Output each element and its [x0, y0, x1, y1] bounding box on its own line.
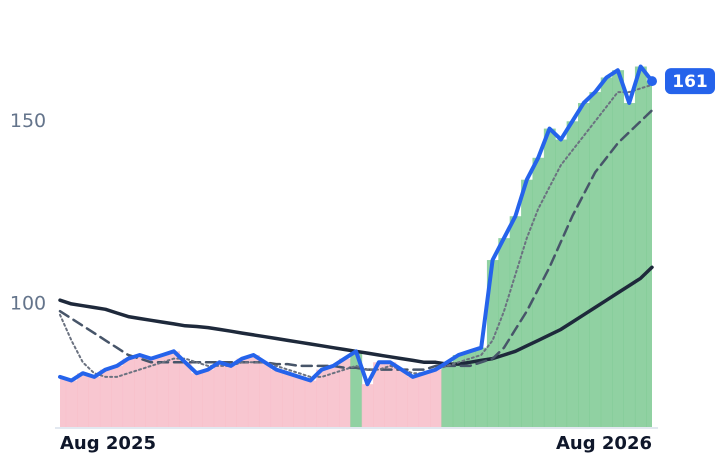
regime-bar: [395, 369, 408, 428]
regime-bar: [612, 70, 625, 428]
line-series: [58, 109, 654, 371]
regime-bar: [247, 354, 260, 428]
regime-bar: [270, 369, 283, 428]
regime-bar: [407, 376, 420, 428]
regime-bar: [60, 376, 67, 428]
regime-bar: [566, 121, 579, 428]
regime-bar: [623, 103, 636, 428]
regime-bar: [338, 358, 351, 428]
regime-bar: [475, 347, 488, 428]
regime-bar: [134, 354, 146, 428]
regime-bar: [498, 238, 511, 428]
y-tick-label: 150: [10, 110, 46, 132]
last-point: [647, 76, 657, 87]
regime-bar: [316, 369, 329, 428]
regime-bar: [304, 380, 317, 428]
last-value-badge: [665, 68, 715, 95]
regime-bar: [111, 365, 124, 428]
regime-bar: [464, 351, 477, 428]
regime-bar: [259, 362, 272, 428]
line-series: [58, 64, 654, 387]
regime-bar: [168, 351, 181, 428]
regime-bar: [361, 384, 374, 428]
regime-bar: [327, 365, 340, 428]
regime-bar: [532, 157, 545, 428]
regime-bar: [236, 358, 249, 428]
regime-bar: [190, 373, 203, 428]
line-series: [59, 83, 653, 378]
regime-bar: [99, 369, 112, 428]
regime-bar: [521, 179, 533, 428]
regime-bar: [418, 373, 431, 428]
regime-bar: [122, 358, 135, 428]
regime-bar: [430, 369, 442, 428]
regime-bar: [509, 216, 522, 428]
x-tick-label: Aug 2025: [60, 433, 156, 454]
regime-bar: [213, 362, 226, 428]
regime-bars: [60, 66, 652, 428]
regime-bar: [293, 376, 306, 428]
regime-bar: [441, 362, 454, 428]
x-tick-label: Aug 2026: [556, 433, 652, 454]
regime-bar: [634, 66, 647, 428]
last-value-label: 161: [672, 72, 708, 92]
regime-bar: [156, 354, 169, 428]
regime-bar: [600, 77, 613, 428]
regime-bar: [555, 139, 568, 428]
regime-bar: [88, 376, 101, 428]
y-tick-label: 100: [10, 292, 46, 314]
regime-bar: [77, 373, 89, 428]
regime-bar: [225, 365, 237, 428]
regime-bar: [282, 373, 294, 428]
regime-bar: [646, 81, 652, 428]
regime-bar: [65, 380, 78, 428]
regime-bar: [373, 362, 385, 428]
regime-bar: [350, 351, 363, 428]
regime-bar: [452, 354, 465, 428]
regime-bar: [179, 362, 192, 428]
regime-bar: [578, 103, 590, 428]
regime-bar: [145, 358, 158, 428]
regime-bar: [202, 369, 215, 428]
regime-bar: [384, 362, 397, 428]
regime-bar: [589, 92, 602, 428]
regime-bar: [486, 260, 499, 428]
regime-bar: [543, 128, 556, 428]
